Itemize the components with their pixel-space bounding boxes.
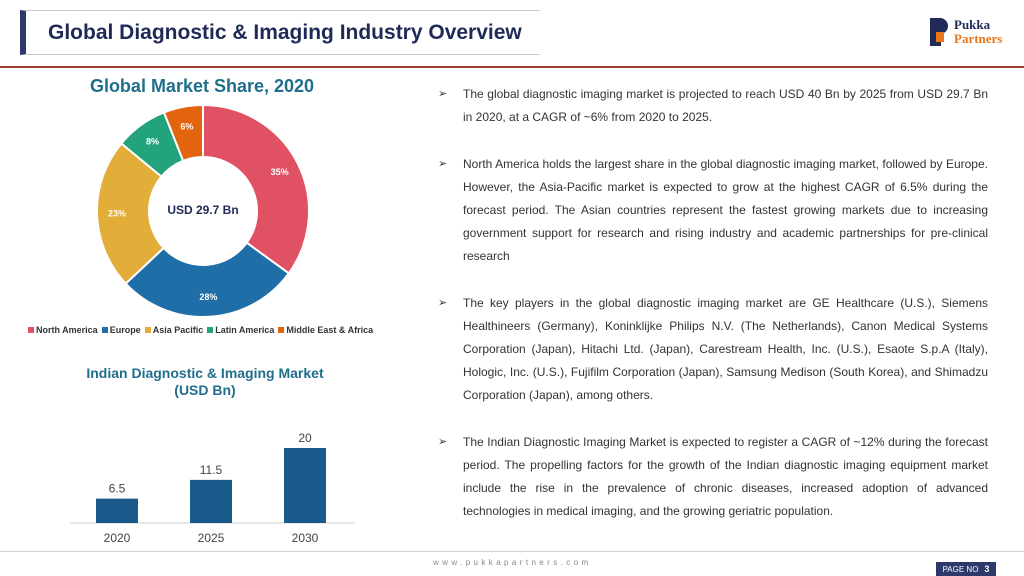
legend-label: Asia Pacific: [152, 325, 204, 335]
logo-line-2: Partners: [954, 31, 1003, 46]
company-logo: Pukka Partners: [930, 18, 1002, 46]
legend-item: North America: [28, 325, 98, 335]
donut-slice-label: 8%: [146, 136, 159, 146]
legend-item: Middle East & Africa: [278, 325, 373, 335]
page-number-label: PAGE NO: [942, 564, 979, 574]
legend-item: Latin America: [207, 325, 274, 335]
bullet-item: ➢ The global diagnostic imaging market i…: [438, 83, 988, 129]
bullet-text: The key players in the global diagnostic…: [463, 296, 988, 402]
bullet-text: The Indian Diagnostic Imaging Market is …: [463, 435, 988, 518]
header-divider: [0, 66, 1024, 68]
bar-category-label: 2020: [104, 531, 131, 545]
bar-chart-title: Indian Diagnostic & Imaging Market (USD …: [60, 365, 350, 399]
legend-swatch: [28, 327, 34, 333]
logo-text: Pukka Partners: [954, 18, 1002, 46]
bar: [190, 479, 232, 523]
bullet-item: ➢ The key players in the global diagnost…: [438, 292, 988, 407]
arrow-bullet-icon: ➢: [438, 88, 448, 100]
bullet-item: ➢ North America holds the largest share …: [438, 153, 988, 268]
donut-slice: [96, 142, 166, 285]
legend-item: Europe: [101, 325, 141, 335]
bar-chart-title-line-1: Indian Diagnostic & Imaging Market: [86, 365, 324, 381]
legend-label: North America: [36, 325, 98, 335]
arrow-bullet-icon: ➢: [438, 158, 448, 170]
bullet-text: The global diagnostic imaging market is …: [463, 87, 988, 124]
footer-divider: [0, 551, 1024, 552]
bar-chart: 6.5 2020 11.5 2025 20 2030: [70, 431, 355, 545]
bar-value-label: 11.5: [200, 463, 223, 477]
donut-slice-label: 23%: [108, 209, 126, 219]
footer-url: www.pukkapartners.com: [433, 558, 592, 567]
donut-slice: [162, 103, 204, 163]
bar: [284, 448, 326, 523]
donut-slice-label: 35%: [271, 167, 289, 177]
legend-item: Asia Pacific: [144, 325, 204, 335]
logo-line-1: Pukka: [954, 17, 991, 32]
legend-label: Europe: [109, 325, 141, 335]
page-number-badge: PAGE NO 3: [936, 562, 996, 576]
bar: [96, 498, 138, 523]
donut-chart-title: Global Market Share, 2020: [89, 76, 315, 96]
page-number: 3: [984, 564, 990, 574]
donut-legend: North America Europe Asia Pacific Latin Ame…: [28, 325, 373, 335]
logo-mark-icon: [930, 18, 948, 46]
legend-label: Latin America: [215, 325, 275, 335]
donut-center-label: USD 29.7 Bn: [167, 203, 239, 217]
donut-chart: 35% 28% 23% 8% 6%: [96, 103, 310, 318]
legend-swatch: [278, 327, 285, 333]
donut-slice: [202, 103, 310, 275]
bullet-list: ➢ The global diagnostic imaging market i…: [438, 83, 988, 547]
title-box: Global Diagnostic & Imaging Industry Ove…: [20, 10, 540, 55]
arrow-bullet-icon: ➢: [438, 436, 448, 448]
legend-swatch: [144, 327, 151, 333]
bullet-item: ➢ The Indian Diagnostic Imaging Market i…: [438, 431, 988, 523]
legend-label: Middle East & Africa: [286, 325, 374, 335]
page-title: Global Diagnostic & Imaging Industry Ove…: [48, 20, 522, 44]
bar-value-label: 6.5: [109, 482, 126, 496]
legend-swatch: [101, 327, 108, 333]
bar-category-label: 2030: [292, 531, 319, 545]
bullet-text: North America holds the largest share in…: [463, 157, 988, 263]
legend-swatch: [207, 327, 214, 333]
donut-slice: [124, 241, 291, 318]
bar-value-label: 20: [298, 431, 312, 445]
bar-category-label: 2025: [198, 531, 225, 545]
bar-chart-title-line-2: (USD Bn): [174, 382, 236, 398]
donut-slice-label: 6%: [180, 122, 193, 132]
donut-slice-label: 28%: [199, 292, 217, 302]
arrow-bullet-icon: ➢: [438, 297, 448, 309]
